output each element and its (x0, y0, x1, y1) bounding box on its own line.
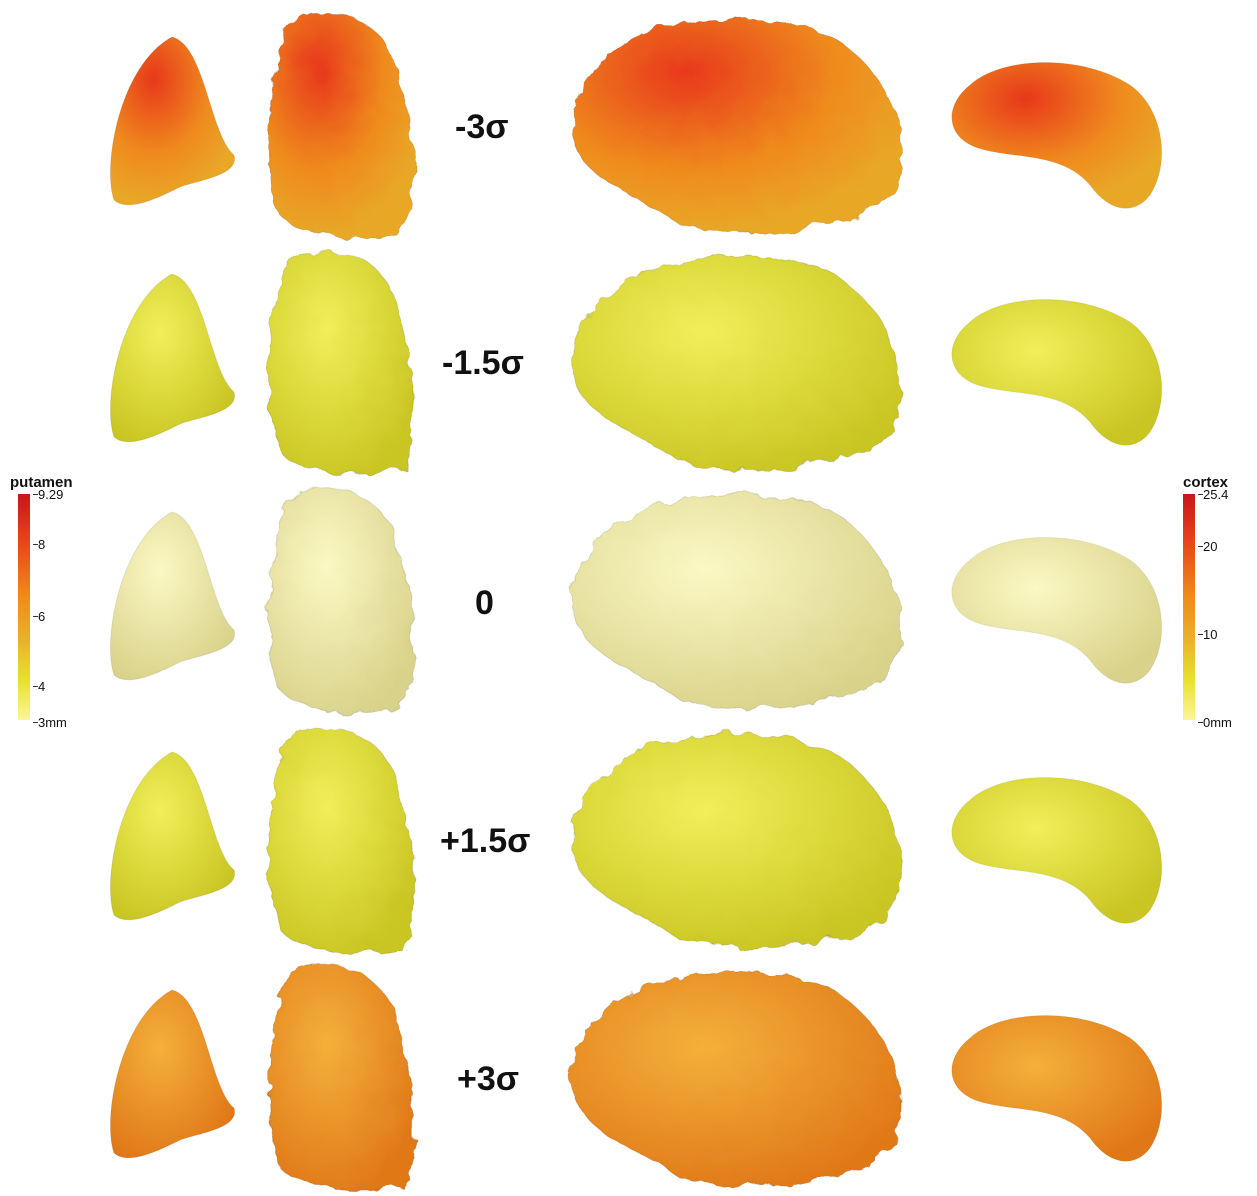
cortex-tick-10: 10 (1197, 627, 1218, 642)
putamen-tick-6: 6 (32, 609, 46, 624)
putamen-tick-4: 4 (32, 679, 46, 694)
sigma-label-row-5: +3σ (457, 1060, 520, 1098)
cortex-lateral-view-row-5 (571, 971, 902, 1187)
smooth-surface-row-3 (951, 537, 1163, 684)
smooth-surface-row-5 (951, 1015, 1163, 1162)
cortex-top-view-row-5 (267, 965, 415, 1192)
putamen-tick-max: 9.29 (32, 487, 64, 502)
cortex-lateral-view-row-3 (571, 493, 902, 709)
smooth-surface-row-4 (951, 777, 1163, 924)
putamen-shape-row-4 (109, 751, 235, 921)
cortex-top-view-row-2 (267, 249, 415, 476)
putamen-tick-min: 3mm (33, 715, 67, 730)
cortex-tick-20: 20 (1197, 539, 1218, 554)
sigma-label-row-1: -3σ (455, 108, 509, 146)
putamen-tick-8: 8 (32, 537, 46, 552)
putamen-shape-row-3 (109, 511, 235, 681)
sigma-label-row-3: 0 (475, 584, 494, 622)
putamen-colorbar (18, 494, 30, 720)
cortex-lateral-view-row-1 (571, 18, 902, 234)
putamen-shape-row-2 (109, 273, 235, 443)
putamen-colorbar-title: putamen (10, 474, 73, 491)
sigma-label-row-4: +1.5σ (440, 822, 531, 860)
putamen-shape-row-1 (109, 36, 235, 206)
cortex-lateral-view-row-4 (571, 733, 902, 949)
sigma-label-row-2: -1.5σ (442, 344, 524, 382)
putamen-shape-row-5 (109, 989, 235, 1159)
smooth-surface-row-2 (951, 299, 1163, 446)
cortex-tick-min: 0mm (1198, 715, 1232, 730)
cortex-colorbar (1183, 494, 1195, 720)
smooth-surface-row-1 (951, 62, 1163, 209)
cortex-top-view-row-3 (267, 487, 415, 714)
cortex-colorbar-title: cortex (1183, 474, 1229, 491)
cortex-lateral-view-row-2 (571, 255, 902, 471)
cortex-tick-max: 25.4 (1197, 487, 1229, 502)
cortex-top-view-row-4 (267, 727, 415, 954)
cortex-top-view-row-1 (267, 12, 415, 239)
